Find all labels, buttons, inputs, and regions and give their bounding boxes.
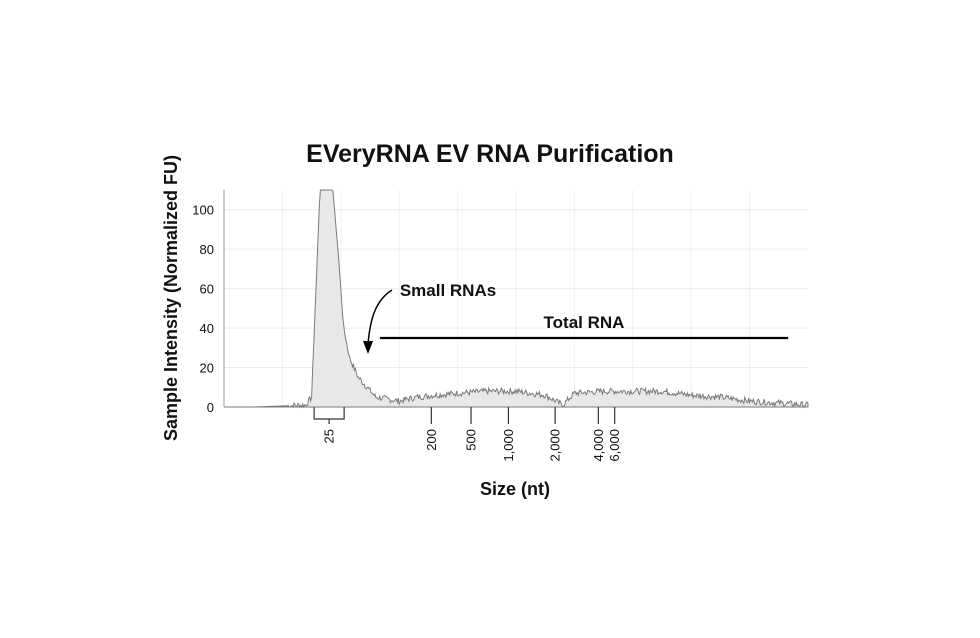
y-tick-label: 80 (200, 242, 214, 257)
series-area (224, 189, 809, 409)
y-axis-label: Sample Intensity (Normalized FU) (161, 155, 181, 441)
x-tick-label: 200 (424, 429, 439, 451)
x-axis-label: Size (nt) (480, 479, 550, 499)
x-tick-label: 6,000 (607, 429, 622, 462)
x-tick-bracket (313, 407, 345, 420)
small-rnas-arrow (367, 289, 393, 346)
x-tick-label: 2,000 (548, 429, 563, 462)
x-tick-label: 500 (464, 429, 479, 451)
small-rnas-arrowhead (363, 341, 373, 354)
x-tick-label: 1,000 (501, 429, 516, 462)
annotation-small-rnas: Small RNAs (400, 281, 496, 300)
y-tick-label: 100 (192, 203, 214, 218)
annotation-total-rna: Total RNA (544, 313, 625, 332)
chart-title: EVeryRNA EV RNA Purification (306, 140, 674, 168)
y-tick-label: 60 (200, 282, 214, 297)
y-tick-label: 40 (200, 321, 214, 336)
plot-area: 0 20 40 60 80 100 25 200 500 1,000 2,000 4,000 6,000 (192, 189, 809, 462)
y-tick-label: 0 (207, 400, 214, 415)
x-tick-label: 4,000 (591, 429, 606, 462)
x-tick-label: 25 (322, 429, 337, 443)
y-tick-label: 20 (200, 361, 214, 376)
